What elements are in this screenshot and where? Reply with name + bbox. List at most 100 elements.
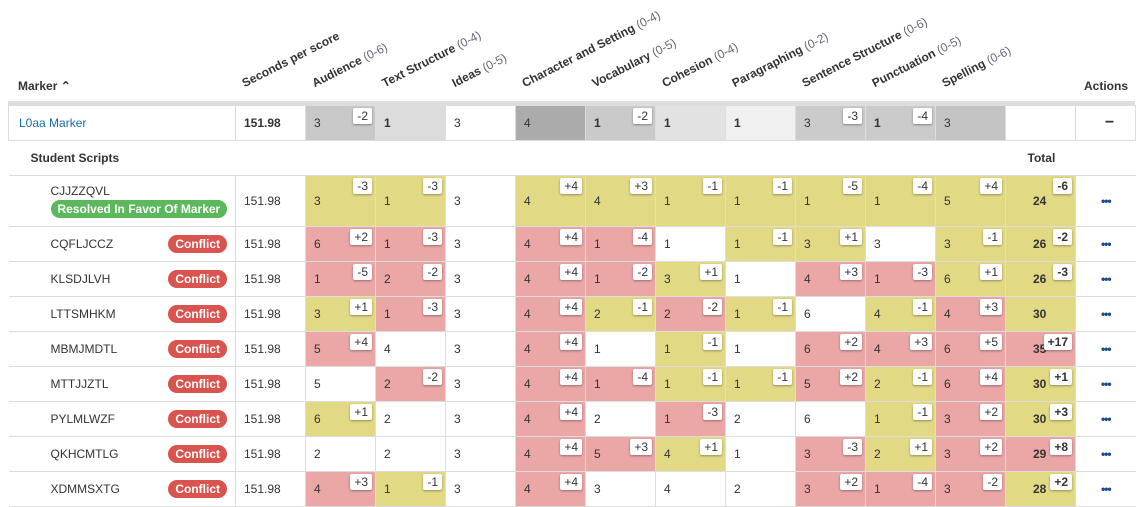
more-actions-icon[interactable]: ••• (1100, 482, 1112, 496)
score-diff: -2 (353, 108, 372, 124)
score-value: 4 (524, 482, 531, 496)
script-id[interactable]: MTTJJZTL (50, 377, 109, 391)
score-value: 26 (1033, 272, 1047, 286)
score-cell: 6 +5 (935, 331, 1006, 367)
more-actions-icon[interactable]: ••• (1100, 272, 1112, 286)
score-cell: 3 +2 (795, 471, 866, 507)
score-value: 29 (1033, 447, 1047, 461)
score-diff: +2 (840, 369, 862, 385)
score-value: 4 (384, 342, 391, 356)
score-value: 6 (804, 307, 811, 321)
script-id[interactable]: MBMJMDTL (50, 342, 118, 356)
criterion-name: Cohesion (659, 52, 715, 90)
score-cell: 3 (445, 261, 516, 297)
score-cell: 2 (585, 401, 656, 437)
total-cell: 30 +3 (1005, 401, 1076, 437)
total-cell: 30 +1 (1005, 366, 1076, 402)
more-actions-icon[interactable]: ••• (1100, 412, 1112, 426)
more-actions-icon[interactable]: ••• (1100, 194, 1112, 208)
resolved-badge: Resolved In Favor Of Marker (50, 200, 228, 218)
seconds-cell: 151.98 (235, 175, 306, 227)
more-actions-icon[interactable]: ••• (1100, 377, 1112, 391)
script-id[interactable]: KLSDJLVH (50, 272, 111, 286)
score-cell: 6 +2 (305, 226, 376, 262)
score-value: 1 (734, 237, 741, 251)
score-diff: +4 (350, 334, 372, 350)
score-value: 30 (1033, 307, 1047, 321)
header-divider (8, 101, 1135, 105)
score-cell: 1 -1 (725, 296, 796, 332)
score-cell: 3 (585, 471, 656, 507)
score-diff: +4 (560, 474, 582, 490)
score-value: 1 (384, 307, 391, 321)
score-value: 1 (874, 116, 881, 130)
score-cell: 6 +2 (795, 331, 866, 367)
script-id[interactable]: XDMMSXTG (50, 482, 120, 496)
score-value: 2 (384, 377, 391, 391)
marker-score-cell: 1 (375, 105, 446, 141)
score-cell: 1 -4 (585, 226, 656, 262)
sort-asc-icon: ⌃ (60, 79, 71, 93)
score-cell: 4 (655, 471, 726, 507)
score-value: 4 (804, 272, 811, 286)
score-value: 1 (664, 377, 671, 391)
table-row: CQFLJCCZ Conflict 151.98 6 +2 1 -3 3 4 +4 1 -4 1 1 -… (8, 226, 1136, 262)
score-diff: +4 (980, 178, 1002, 194)
score-cell: 6 +1 (935, 261, 1006, 297)
conflict-badge: Conflict (168, 340, 227, 358)
score-diff: -1 (773, 299, 792, 315)
score-value: 1 (804, 194, 811, 208)
conflict-badge: Conflict (168, 270, 227, 288)
score-value: 3 (804, 116, 811, 130)
script-id[interactable]: LTTSMHKM (50, 307, 116, 321)
score-value: 4 (524, 116, 531, 130)
more-actions-icon[interactable]: ••• (1100, 342, 1112, 356)
marker-score-cell: 3 (935, 105, 1006, 141)
marker-score-cell: 1 -4 (865, 105, 936, 141)
table-row: PYLMLWZF Conflict 151.98 6 +1 2 3 4 +4 2 1 -3 2 6 1 -… (8, 401, 1136, 437)
score-cell: 2 -2 (375, 366, 446, 402)
score-cell: 2 (725, 471, 796, 507)
score-value: 26 (1033, 237, 1047, 251)
marker-name-cell: L0aa Marker (8, 105, 236, 141)
score-cell: 5 +3 (585, 436, 656, 472)
score-diff: -3 (843, 439, 862, 455)
score-value: 1 (314, 272, 321, 286)
marker-column-header[interactable]: Marker ⌃ (18, 79, 71, 93)
score-cell: 6 +4 (935, 366, 1006, 402)
score-cell: 5 +2 (795, 366, 866, 402)
collapse-button[interactable]: − (1075, 105, 1136, 141)
marker-link[interactable]: L0aa Marker (19, 116, 87, 130)
score-diff: -5 (843, 178, 862, 194)
score-cell: 3 (445, 401, 516, 437)
score-cell: 4 +4 (515, 401, 586, 437)
score-diff: -3 (353, 178, 372, 194)
score-value: 3 (804, 447, 811, 461)
score-diff: -1 (773, 229, 792, 245)
score-cell: 4 +4 (515, 436, 586, 472)
score-value: 3 (454, 116, 461, 130)
more-actions-icon[interactable]: ••• (1100, 447, 1112, 461)
more-actions-icon[interactable]: ••• (1100, 237, 1112, 251)
table-row: CJJZZQVL Resolved In Favor Of Marker 151… (8, 175, 1136, 227)
script-cell: LTTSMHKM Conflict (8, 296, 236, 332)
score-diff: -4 (913, 474, 932, 490)
script-id[interactable]: PYLMLWZF (50, 412, 115, 426)
score-diff: +4 (560, 404, 582, 420)
row-actions-cell: ••• (1075, 401, 1136, 437)
marker-score-cell: 3 -2 (305, 105, 376, 141)
score-diff: +17 (1043, 334, 1072, 350)
more-actions-icon[interactable]: ••• (1100, 307, 1112, 321)
score-value: 2 (734, 412, 741, 426)
score-value: 2 (314, 447, 321, 461)
score-cell: 2 (375, 436, 446, 472)
script-id[interactable]: CQFLJCCZ (50, 237, 114, 251)
score-diff: +2 (980, 404, 1002, 420)
score-cell: 1 -1 (655, 175, 726, 227)
criterion-range: (0-5) (934, 33, 964, 58)
score-diff: +2 (840, 474, 862, 490)
script-id[interactable]: CJJZZQVL (50, 184, 110, 198)
script-id[interactable]: QKHCMTLG (50, 447, 119, 461)
table-row: MTTJJZTL Conflict 151.98 5 2 -2 3 4 +4 1 -4 1 -1 1-… (8, 366, 1136, 402)
score-diff: -1 (423, 474, 442, 490)
